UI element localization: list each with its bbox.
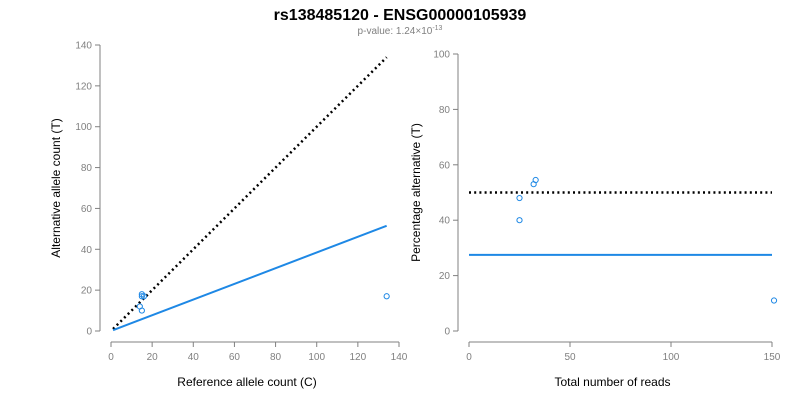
y-tick-label: 80 (81, 163, 93, 174)
subtitle-pvalue: p-value: 1.24×10 (358, 26, 433, 37)
y-tick-label: 20 (439, 271, 451, 282)
y-tick-label: 120 (75, 81, 92, 92)
y-tick-label: 20 (81, 286, 93, 297)
y-axis-label: Alternative allele count (T) (49, 118, 63, 257)
y-tick-label: 60 (81, 204, 93, 215)
x-tick-label: 100 (663, 352, 680, 363)
x-tick-label: 140 (391, 352, 408, 363)
scatter-panel-percentage: 0 50 100 150 0 20 40 60 80 100 Total number of rea… (409, 50, 781, 390)
y-tick-label: 0 (444, 327, 450, 338)
data-point (138, 307, 145, 314)
data-point (532, 176, 539, 184)
x-tick-label: 120 (350, 352, 367, 363)
chart-subtitle: p-value: 1.24×10-13 (358, 25, 443, 37)
x-tick-label: 150 (764, 352, 781, 363)
y-axis-label: Percentage alternative (T) (409, 123, 423, 262)
data-point (140, 293, 148, 300)
data-point (516, 194, 523, 202)
y-tick-label: 40 (81, 245, 93, 256)
y-tick-label: 100 (75, 122, 92, 133)
y-tick-label: 0 (86, 327, 92, 338)
x-tick-label: 80 (270, 352, 282, 363)
y-tick-label: 140 (75, 41, 92, 52)
data-point (383, 293, 390, 300)
y-tick-label: 40 (439, 216, 451, 227)
x-axis-label: Total number of reads (554, 375, 670, 389)
x-tick-label: 20 (147, 352, 159, 363)
x-tick-label: 40 (188, 352, 200, 363)
scatter-panel-allele-counts: 0 20 40 60 80 100 120 140 0 20 40 60 80 100 120 140 Refe… (49, 41, 408, 390)
y-tick-label: 100 (433, 50, 450, 61)
x-tick-label: 60 (229, 352, 241, 363)
y-tick-label: 80 (439, 105, 451, 116)
fitted-ratio-line (112, 224, 388, 332)
subtitle-exponent: -13 (432, 25, 442, 32)
x-tick-label: 0 (466, 352, 472, 363)
expected-ratio-line (112, 56, 388, 330)
data-point (770, 297, 778, 304)
x-tick-label: 0 (108, 352, 114, 363)
chart-title: rs138485120 - ENSG00000105939 (274, 7, 527, 24)
data-point (516, 217, 523, 224)
x-tick-label: 50 (564, 352, 576, 363)
data-point (138, 293, 145, 300)
x-axis-label: Reference allele count (C) (177, 375, 316, 389)
y-tick-label: 60 (439, 160, 451, 171)
x-tick-label: 100 (308, 352, 325, 363)
